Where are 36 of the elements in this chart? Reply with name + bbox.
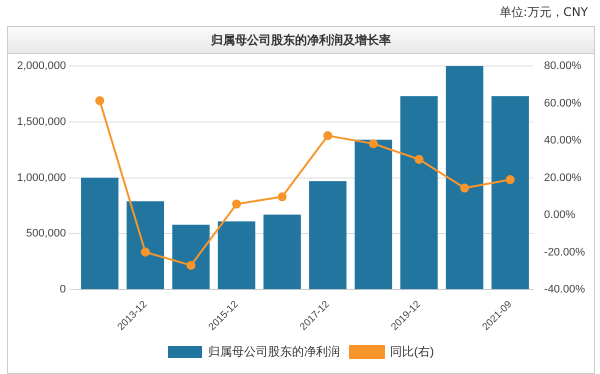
point [368,139,378,148]
y-tick-label: 500,000 [26,228,66,240]
y2-tick-label: 40.00% [544,134,582,147]
bar [263,214,301,290]
y2-tick-label: 0.00% [544,209,576,222]
bar [172,224,210,290]
y-tick-label: 1,500,000 [17,116,66,128]
bar [492,96,529,290]
bar [354,140,392,290]
y2-tick-label: 60.00% [544,97,582,110]
bar [81,178,118,290]
point [323,131,332,140]
bar [400,96,438,290]
point [414,154,424,164]
point [232,200,242,209]
text: 单位:万元，CNY [498,4,589,21]
point [460,184,470,193]
y-tick-label: 2,000,000 [17,60,66,72]
bar [446,66,484,290]
chart-title: 归属母公司股东的净利润及增长率 [8,27,594,54]
point [95,96,104,106]
y2-tick-label: 20.00% [544,172,582,184]
point [506,175,515,184]
legend-label: 同比(右) [390,344,434,358]
point [278,192,287,202]
point [140,248,150,257]
bar [218,221,256,290]
y2-tick-label: -20.00% [544,246,586,258]
y-tick-label: 1,000,000 [17,172,66,184]
y-tick-label: 0 [60,284,66,296]
point [186,260,196,270]
y2-tick-label: -40.00% [544,284,586,296]
bar [309,181,346,290]
legend-label: 归属母公司股东的净利润 [208,344,340,358]
y2-tick-label: 80.00% [544,60,582,72]
bar [126,201,164,290]
